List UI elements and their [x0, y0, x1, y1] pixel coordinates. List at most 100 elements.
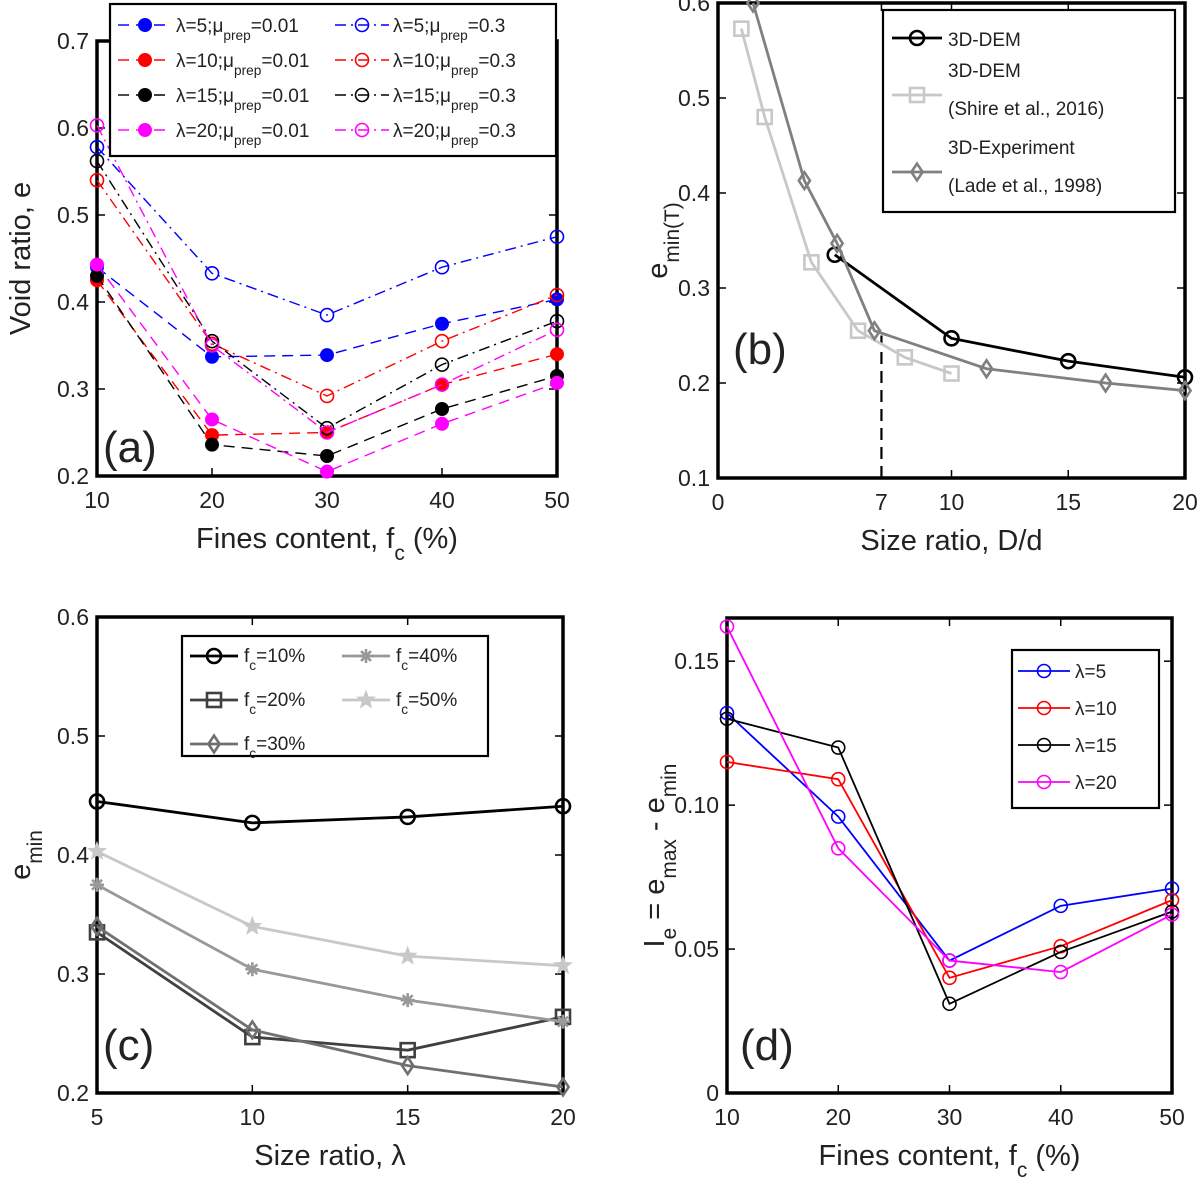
x-tick-label: 50: [544, 487, 570, 513]
legend-label: 3D-Experiment: [948, 138, 1075, 159]
x-tick-label: 7: [875, 489, 888, 515]
legend-label: λ=20: [1075, 773, 1117, 794]
legend-label: λ=20;μprep=0.3: [393, 121, 516, 148]
legend-label: λ=5;μprep=0.3: [393, 16, 505, 43]
legend-c: fc=10% fc=20% fc=30% fc=40% fc=50%: [180, 634, 490, 761]
series-c-0: [88, 793, 572, 832]
series-line: [833, 253, 1186, 379]
data-point: [87, 840, 107, 860]
data-point: [549, 229, 565, 245]
legend-marker: [138, 123, 152, 137]
x-tick-label: 20: [199, 487, 225, 513]
data-point: [397, 945, 418, 965]
y-tick-label: 0.6: [678, 0, 710, 16]
data-point: [242, 915, 263, 935]
x-axis-label: Size ratio, D/d: [860, 525, 1042, 557]
data-point: [943, 365, 960, 382]
data-point: [719, 619, 735, 634]
data-point: [943, 330, 960, 347]
data-point: [849, 322, 867, 340]
data-point: [89, 172, 105, 188]
data-point: [434, 333, 450, 349]
y-tick-label: 0: [706, 1080, 719, 1106]
data-point: [555, 1076, 571, 1098]
chart-c: 5 10 15 20 0.2 0.3 0.4 0.5 0.6 Size ratio, λ emin (…: [5, 604, 576, 1172]
x-tick-label: 40: [1048, 1104, 1074, 1130]
data-point: [797, 169, 812, 192]
legend-entry: 3D-DEM: [892, 29, 1021, 51]
data-point: [1164, 881, 1180, 896]
legend-b: 3D-DEM 3D-DEM (Shire et al., 2016) 3D-Exper…: [881, 8, 1177, 214]
legend-marker: [206, 733, 222, 755]
x-axis-label: Size ratio, λ: [254, 1140, 406, 1172]
legend-marker: [908, 29, 926, 47]
y-tick-label: 0.4: [57, 289, 89, 315]
y-axis-label: Ie = emax - emin: [639, 764, 681, 948]
legend-entry: λ=10: [1018, 699, 1117, 720]
data-point: [204, 338, 220, 353]
legend-box: [108, 2, 558, 158]
legend-label: λ=10;μprep=0.01: [176, 51, 309, 78]
data-point: [1053, 898, 1069, 914]
data-point: [245, 1019, 260, 1041]
legend-marker: [1036, 737, 1052, 753]
chart-a: 10 20 30 40 50 0.2 0.3 0.4 0.5 0.6 0.7 Fines conten…: [5, 2, 570, 565]
x-tick-label: 0: [712, 489, 725, 515]
legend-label-2: (Lade et al., 1998): [948, 176, 1102, 197]
data-point: [719, 711, 735, 727]
y-tick-label: 0.5: [57, 202, 89, 228]
series-a-3: [90, 257, 564, 479]
legend-marker: [1036, 663, 1052, 679]
data-point: [89, 118, 105, 133]
legend-marker: [205, 691, 223, 709]
x-tick-label: 10: [84, 487, 110, 513]
legend-entry: 3D-Experiment (Lade et al., 1998): [892, 138, 1102, 197]
series-c-2: [89, 915, 571, 1098]
y-tick-label: 0.3: [678, 275, 710, 301]
data-point: [88, 793, 106, 810]
legend-marker: [138, 53, 152, 67]
data-point: [830, 841, 846, 856]
data-point: [733, 20, 750, 37]
data-point: [204, 333, 220, 349]
y-tick-label: 0.3: [57, 376, 89, 402]
data-point: [204, 265, 220, 281]
data-point: [319, 425, 335, 440]
data-point: [867, 320, 882, 342]
x-tick-label: 10: [939, 489, 965, 515]
legend-label: fc=30%: [244, 734, 305, 761]
series-a-7: [89, 118, 565, 440]
panel-label: (c): [103, 1021, 154, 1070]
y-tick-label: 0.10: [674, 792, 719, 818]
data-point: [830, 740, 846, 755]
legend-marker: [205, 647, 223, 665]
y-axis-label: emin: [5, 830, 47, 880]
legend-marker: [354, 122, 370, 138]
legend-entry: λ=15;μprep=0.01: [118, 86, 309, 113]
data-point: [550, 375, 564, 390]
series-line: [96, 264, 558, 473]
data-point: [745, 0, 761, 14]
chart-b: 0 7 10 15 20 0.1 0.2 0.3 0.4 0.5 0.6 Size ratio, D/…: [642, 0, 1198, 557]
legend-entry: λ=20;μprep=0.3: [335, 121, 516, 148]
data-point: [550, 292, 564, 307]
data-point: [400, 993, 415, 1008]
series-d-3: [719, 619, 1180, 980]
legend-label: λ=10;μprep=0.3: [393, 51, 516, 78]
x-tick-label: 30: [937, 1104, 963, 1130]
data-point: [399, 808, 416, 826]
data-point: [756, 108, 774, 126]
legend-label: λ=15;μprep=0.3: [393, 86, 516, 113]
series-line: [726, 717, 1173, 1005]
series-d-2: [719, 711, 1180, 1012]
data-point: [1177, 379, 1193, 402]
y-tick-label: 0.6: [57, 115, 89, 141]
series-line: [96, 925, 564, 1089]
legend-d: λ=5 λ=10 λ=15 λ=20: [1010, 648, 1161, 810]
y-tick-label: 0.2: [57, 1080, 89, 1106]
series-line: [96, 275, 558, 457]
series-a-4: [89, 139, 565, 323]
legend-label: fc=50%: [396, 690, 457, 717]
x-axis-label: Fines content, fc (%): [819, 1140, 1081, 1182]
